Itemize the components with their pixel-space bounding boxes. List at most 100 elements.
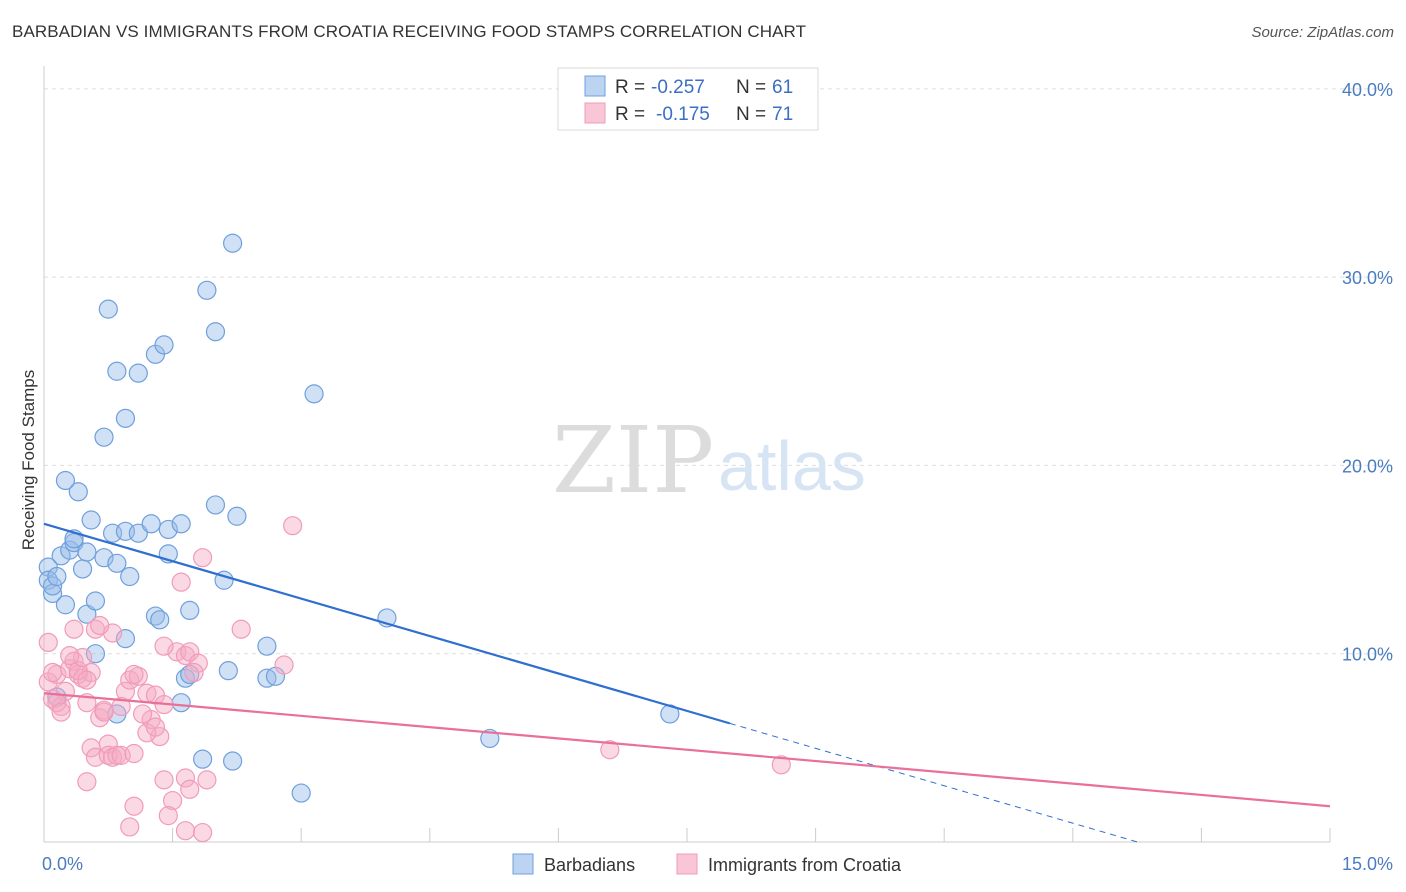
croatia-point-48 xyxy=(197,770,217,790)
croatia-point-67 xyxy=(60,645,80,666)
croatia-point-70 xyxy=(184,662,204,683)
watermark: ZIP atlas xyxy=(552,407,866,514)
x-tick-label-0: 0.0% xyxy=(42,854,83,874)
croatia-point-33 xyxy=(154,770,174,790)
barbadians-point-23 xyxy=(141,514,161,534)
barbadians-trend-extension xyxy=(729,722,1138,843)
barbadians-point-54 xyxy=(304,384,324,404)
croatia-point-44 xyxy=(154,636,174,656)
barbadians-point-37 xyxy=(227,506,247,526)
croatia-point-47 xyxy=(188,653,208,673)
barbadians-point-34 xyxy=(205,495,226,515)
barbadians-point-50 xyxy=(98,299,118,319)
croatia-point-34 xyxy=(163,790,183,811)
croatia-point-29 xyxy=(150,726,170,747)
barbadians-point-4 xyxy=(47,566,67,587)
legend-n-label-1: N = xyxy=(736,77,766,98)
legend-n-label-2: N = xyxy=(736,104,766,125)
barbadians-point-12 xyxy=(77,542,97,562)
croatia-point-41 xyxy=(158,806,178,826)
croatia-point-42 xyxy=(124,796,144,816)
barbadians-point-22 xyxy=(128,523,148,543)
legend-n-value-1: 61 xyxy=(772,77,793,98)
barbadians-point-39 xyxy=(257,636,277,656)
croatia-point-52 xyxy=(283,516,303,536)
croatia-point-39 xyxy=(175,821,196,841)
barbadians-point-46 xyxy=(107,361,127,381)
top-legend: R = -0.257 N = 61 R = -0.175 N = 71 xyxy=(557,67,819,131)
croatia-point-53 xyxy=(124,664,144,685)
series-croatia-points xyxy=(38,516,791,843)
watermark-atlas: atlas xyxy=(718,427,866,505)
x-tick-labels: 0.0% 15.0% xyxy=(42,854,1393,874)
croatia-point-7 xyxy=(64,619,84,639)
croatia-point-68 xyxy=(42,662,63,683)
croatia-point-18 xyxy=(81,738,101,758)
croatia-point-60 xyxy=(94,702,114,722)
croatia-point-69 xyxy=(77,772,97,792)
barbadians-point-36 xyxy=(218,661,238,681)
croatia-trend-line xyxy=(43,692,1331,808)
croatia-point-51 xyxy=(274,655,294,675)
y-axis-label: Receiving Food Stamps xyxy=(19,370,38,550)
croatia-point-55 xyxy=(51,702,71,722)
legend-swatch-croatia xyxy=(584,102,606,124)
legend-r-value-2: -0.175 xyxy=(656,104,710,125)
x-tick-label-1: 15.0% xyxy=(1342,854,1393,874)
barbadians-trend-line xyxy=(43,522,731,725)
grid-lines xyxy=(44,88,1392,655)
croatia-point-37 xyxy=(175,768,196,788)
barbadians-point-44 xyxy=(94,427,114,447)
croatia-point-36 xyxy=(171,572,191,592)
barbadians-point-42 xyxy=(291,783,311,803)
y-tick-label-3: 40.0% xyxy=(1342,80,1393,100)
croatia-point-43 xyxy=(120,817,140,837)
croatia-point-31 xyxy=(145,717,166,737)
barbadians-point-56 xyxy=(480,728,500,749)
barbadians-point-16 xyxy=(85,591,106,611)
barbadians-point-28 xyxy=(171,514,191,534)
barbadians-point-47 xyxy=(128,363,148,383)
barbadians-point-33 xyxy=(193,749,213,769)
barbadians-point-3 xyxy=(42,576,63,596)
trend-lines xyxy=(43,522,1331,843)
croatia-point-22 xyxy=(107,745,127,765)
croatia-point-49 xyxy=(193,548,213,568)
bottom-legend-label-croatia: Immigrants from Croatia xyxy=(708,855,902,875)
croatia-point-40 xyxy=(193,822,213,843)
barbadians-point-45 xyxy=(115,408,136,428)
y-tick-label-1: 20.0% xyxy=(1342,456,1393,476)
legend-r-value-1: -0.257 xyxy=(651,77,705,98)
croatia-point-58 xyxy=(77,670,97,690)
y-tick-label-2: 30.0% xyxy=(1342,268,1393,288)
legend-n-value-2: 71 xyxy=(772,104,793,125)
barbadians-point-11 xyxy=(72,559,93,579)
barbadians-point-51 xyxy=(197,280,217,300)
croatia-point-38 xyxy=(180,779,200,799)
barbadians-point-43 xyxy=(55,470,76,491)
bottom-legend-swatch-barbadians xyxy=(512,853,534,875)
chart-title: BARBADIAN VS IMMIGRANTS FROM CROATIA REC… xyxy=(12,22,807,41)
barbadians-point-49 xyxy=(154,335,174,355)
barbadians-point-21 xyxy=(120,566,140,587)
legend-swatch-barbadians xyxy=(584,75,606,97)
barbadians-point-13 xyxy=(81,510,101,530)
legend-r-label-2: R = xyxy=(615,104,645,125)
croatia-point-32 xyxy=(124,743,144,764)
barbadians-point-10 xyxy=(68,482,88,502)
bottom-legend-swatch-croatia xyxy=(676,853,698,875)
croatia-point-62 xyxy=(132,704,153,724)
barbadians-point-32 xyxy=(180,600,200,621)
barbadians-point-6 xyxy=(55,595,76,615)
axes xyxy=(43,66,1331,843)
legend-r-label-1: R = xyxy=(615,77,645,98)
croatia-point-59 xyxy=(90,615,110,636)
bottom-legend-label-barbadians: Barbadians xyxy=(544,855,635,875)
bottom-legend: Barbadians Immigrants from Croatia xyxy=(512,853,902,875)
barbadians-point-29 xyxy=(171,693,191,713)
watermark-zip: ZIP xyxy=(552,407,714,514)
barbadians-point-52 xyxy=(205,322,226,342)
y-tick-label-0: 10.0% xyxy=(1342,645,1393,665)
barbadians-point-38 xyxy=(223,751,243,771)
